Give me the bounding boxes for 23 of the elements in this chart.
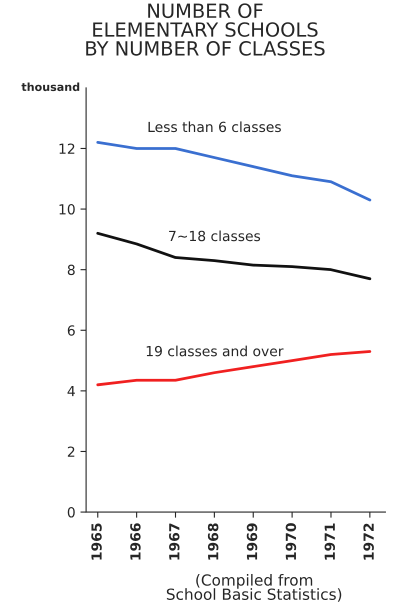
x-tick-label: 1972 [363, 524, 374, 560]
y-tick-label: 12 [60, 143, 74, 154]
x-tick-label: 1965 [91, 523, 102, 560]
series-label: 19 classes and over [146, 346, 284, 356]
x-tick-label: 1968 [208, 523, 218, 560]
x-tick-label: 1970 [286, 523, 296, 560]
line-series [96, 232, 372, 280]
x-tick-label: 1967 [169, 524, 180, 560]
y-tick-label: 8 [68, 264, 75, 276]
y-tick-label: 10 [60, 204, 75, 215]
x-tick-label: 1969 [246, 523, 258, 560]
series-label: 7∼18 classes [169, 230, 260, 242]
y-tick-label: 6 [68, 325, 75, 336]
y-axis-title: thousand [22, 82, 80, 92]
chart-title: NUMBER OF ELEMENTARY SCHOOLS BY NUMBER OF CLASSES [86, 3, 325, 56]
text: (Compiled from School Basic Statistics) [166, 574, 342, 602]
series-label: Less than 6 classes [148, 121, 281, 132]
x-tick-label: 1966 [130, 523, 141, 560]
y-tick-label: 0 [68, 507, 75, 518]
y-tick-label: 2 [68, 446, 74, 457]
y-tick-label: 4 [68, 386, 75, 396]
x-tick-label: 1971 [324, 523, 336, 560]
line-series [96, 141, 372, 202]
